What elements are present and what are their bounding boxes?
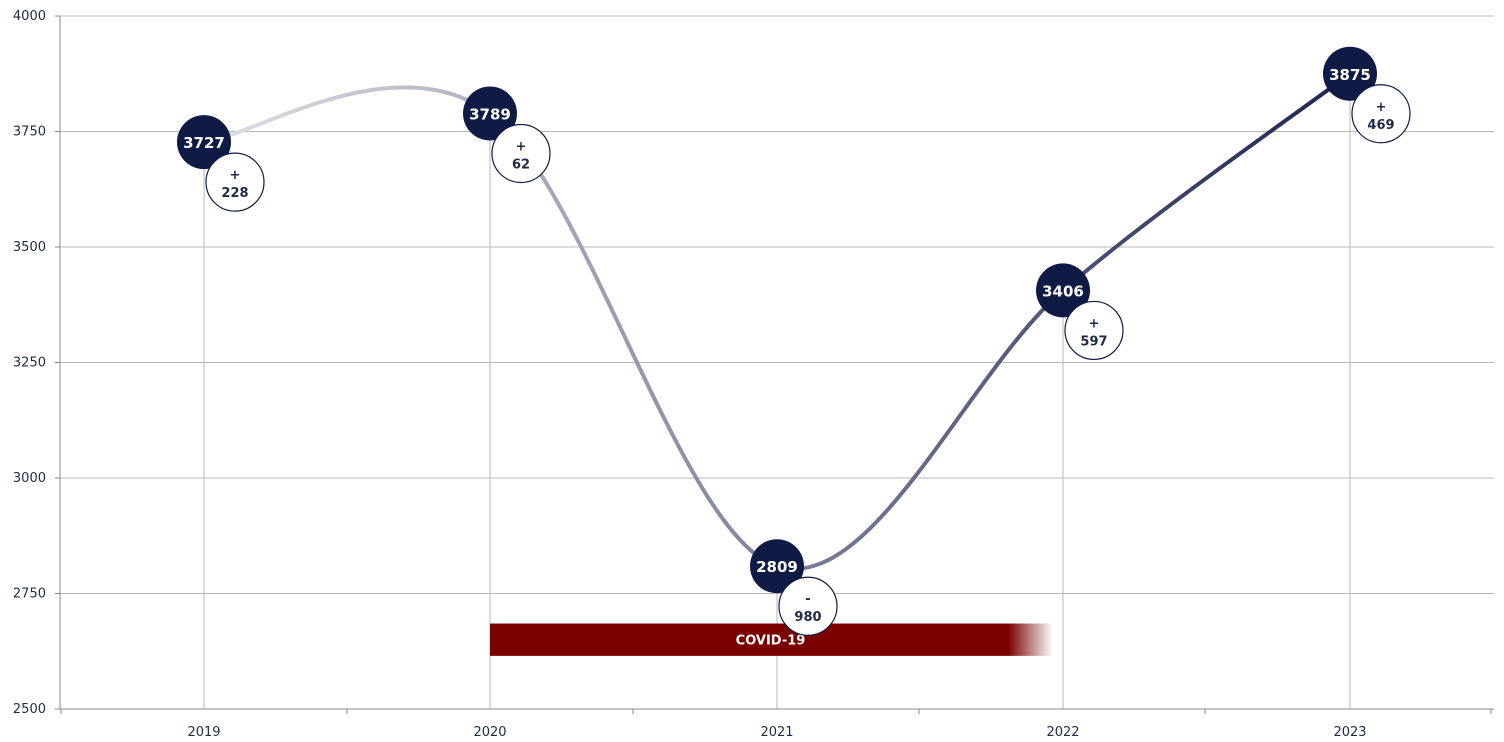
change-bubble xyxy=(1351,84,1411,144)
covid-band xyxy=(490,623,1053,656)
x-tick-label: 2021 xyxy=(760,725,793,740)
change-amount: 469 xyxy=(1367,118,1394,133)
y-tick-label: 2750 xyxy=(13,587,46,602)
change-amount: 597 xyxy=(1080,334,1107,349)
change-sign: + xyxy=(516,139,527,154)
series-line-group xyxy=(202,71,1352,571)
value-label: 3789 xyxy=(469,105,511,123)
change-bubble xyxy=(1064,300,1124,361)
change-bubble xyxy=(778,576,838,636)
change-amount: 228 xyxy=(221,186,248,201)
x-tick-label: 2022 xyxy=(1046,725,1079,740)
y-tick-label: 2500 xyxy=(13,702,46,717)
data-point-2019: 3727 +228 xyxy=(177,115,265,212)
covid-band-label: COVID-19 xyxy=(736,634,806,649)
grid xyxy=(60,15,1494,710)
change-sign: - xyxy=(805,592,810,607)
change-bubble xyxy=(491,123,551,184)
y-tick-label: 3000 xyxy=(13,471,46,486)
data-point-2020: 3789 +62 xyxy=(463,86,551,184)
data-point-2022: 3406 +597 xyxy=(1036,263,1124,361)
y-tick-label: 4000 xyxy=(13,9,46,24)
data-point-2023: 3875 +469 xyxy=(1323,46,1411,144)
x-tick-label: 2023 xyxy=(1333,725,1366,740)
value-label: 3406 xyxy=(1042,282,1084,300)
covid-band-group: COVID-19 xyxy=(490,623,1053,656)
change-sign: + xyxy=(1089,316,1100,331)
y-tick-label: 3250 xyxy=(13,356,46,371)
change-amount: 980 xyxy=(794,610,821,625)
value-marker xyxy=(177,115,231,170)
value-marker xyxy=(463,86,517,141)
value-label: 3875 xyxy=(1329,66,1371,84)
data-point-2021: 2809 - 980 xyxy=(750,539,838,636)
change-sign: + xyxy=(230,168,241,183)
value-marker xyxy=(750,539,804,594)
change-sign: + xyxy=(1376,100,1387,115)
series-line xyxy=(202,71,1352,571)
value-marker xyxy=(1036,263,1090,318)
y-tick-label: 3750 xyxy=(13,125,46,140)
x-tick-label: 2020 xyxy=(473,725,506,740)
change-amount: 62 xyxy=(512,157,530,172)
value-label: 2809 xyxy=(756,558,798,576)
value-marker xyxy=(1323,46,1377,101)
y-tick-label: 3500 xyxy=(13,240,46,255)
markers: 3727 +228 3789 +62 2809 - 980 3406 +597 3875 +469 xyxy=(177,46,1411,636)
axes: 2500 2750 3000 3250 3500 3750 4000 2019 2020 2021… xyxy=(13,9,1494,740)
value-label: 3727 xyxy=(183,134,225,152)
change-bubble xyxy=(205,152,265,212)
x-tick-label: 2019 xyxy=(187,725,220,740)
